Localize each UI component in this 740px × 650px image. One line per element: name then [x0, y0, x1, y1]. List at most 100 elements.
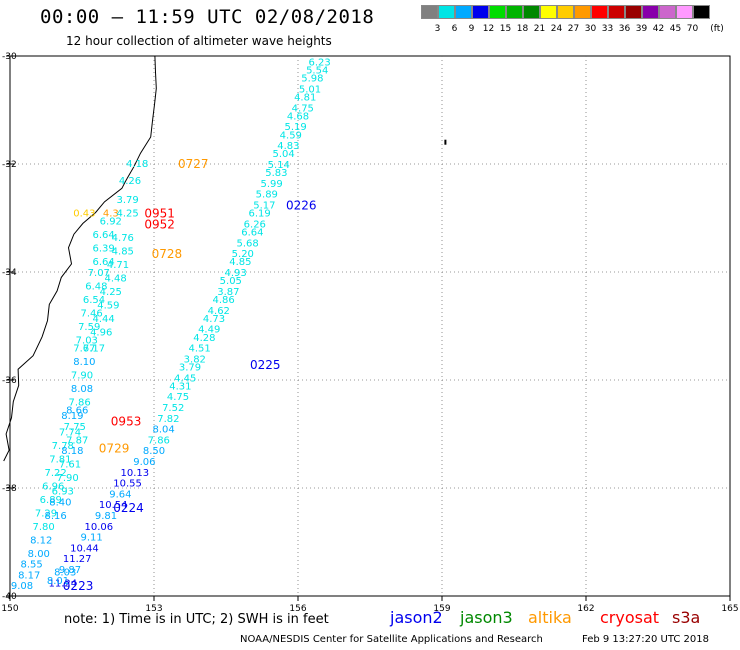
swh-label: 5.17 — [253, 201, 275, 212]
legend-swatch — [676, 5, 693, 19]
lat-tick-label: -32 — [2, 160, 17, 170]
swh-label: 7.52 — [162, 403, 184, 414]
swh-label: 7.90 — [56, 473, 78, 484]
legend-swatch — [506, 5, 523, 19]
swh-label: 4.25 — [100, 287, 122, 298]
swh-label: 10.54 — [99, 500, 128, 511]
legend-label: 27 — [567, 24, 580, 34]
swh-label: 4.59 — [280, 130, 302, 141]
swh-label: 7.22 — [44, 468, 66, 479]
swh-label: 7.59 — [78, 322, 100, 333]
swh-label: 5.89 — [256, 190, 278, 201]
swh-label: 8.08 — [71, 384, 93, 395]
pass-time-label: 0224 — [113, 501, 144, 515]
swh-label: 6.39 — [92, 244, 114, 255]
swh-label: 3.82 — [184, 354, 206, 365]
legend-swatch — [472, 5, 489, 19]
lon-tick-label: 165 — [721, 604, 738, 614]
swh-label: 5.98 — [301, 74, 323, 85]
swh-label: 0.43 — [73, 209, 95, 220]
legend-label: 6 — [451, 24, 458, 34]
swh-label: 4.25 — [116, 209, 138, 220]
swh-label: 11.27 — [63, 554, 92, 565]
swh-label: 8.50 — [143, 446, 165, 457]
swh-label: 8.12 — [30, 535, 52, 546]
swh-label: 4.76 — [112, 233, 134, 244]
swh-label: 7.74 — [59, 427, 81, 438]
legend-swatch — [574, 5, 591, 19]
timestamp-text: Feb 9 13:27:20 UTC 2018 — [582, 634, 709, 645]
swh-label: 7.29 — [35, 508, 57, 519]
legend-swatch — [455, 5, 472, 19]
legend-label: 24 — [550, 24, 563, 34]
swh-label: 4.85 — [112, 246, 134, 257]
swh-label: 10.06 — [84, 522, 113, 533]
swh-label: 7.78 — [52, 441, 74, 452]
swh-label: 9.08 — [11, 581, 33, 592]
legend-label: 3 — [434, 24, 441, 34]
swh-label: 7.87 — [66, 435, 88, 446]
swh-label: 9.87 — [59, 565, 81, 576]
swh-label: 7.67 — [73, 344, 95, 355]
swh-label: 8.10 — [73, 357, 95, 368]
swh-label: 5.20 — [232, 249, 254, 260]
satellite-name-jason2: jason2 — [390, 608, 443, 627]
lon-tick-label: 159 — [433, 604, 450, 614]
swh-label: 5.05 — [220, 276, 242, 287]
legend-swatch — [659, 5, 676, 19]
legend-label: 9 — [468, 24, 475, 34]
swh-label: 4.71 — [107, 260, 129, 271]
swh-label: 10.13 — [120, 468, 149, 479]
swh-label: 6.26 — [244, 219, 266, 230]
swh-label: 4.68 — [287, 111, 309, 122]
swh-label: 6.64 — [92, 230, 114, 241]
swh-label: 8.04 — [152, 425, 174, 436]
legend-swatch — [523, 5, 540, 19]
swh-label: 4.45 — [174, 373, 196, 384]
swh-label: 7.81 — [49, 454, 71, 465]
swh-label: 6.48 — [85, 282, 107, 293]
pass-time-label: 0953 — [111, 415, 142, 429]
swh-label: 4.73 — [203, 314, 225, 325]
swh-label: 7.86 — [68, 398, 90, 409]
swh-label: 6.89 — [40, 495, 62, 506]
footer-note: note: 1) Time is in UTC; 2) SWH is in fe… — [64, 612, 329, 627]
legend-swatch — [489, 5, 506, 19]
lat-tick-label: -30 — [2, 52, 17, 62]
swh-label: 6.64 — [92, 257, 114, 268]
swh-label: 9.81 — [95, 511, 117, 522]
island-marker — [444, 139, 447, 145]
swh-label: 7.75 — [64, 422, 86, 433]
swh-label: 8.16 — [44, 511, 66, 522]
swh-label: 4.75 — [292, 103, 314, 114]
coastline — [3, 55, 157, 462]
swh-label: 4.49 — [198, 325, 220, 336]
swh-label: 4.85 — [229, 257, 251, 268]
legend-label: 39 — [635, 24, 648, 34]
map-frame — [9, 55, 731, 597]
lat-tick-label: -38 — [2, 484, 17, 494]
swh-label: 4.3 — [103, 209, 119, 220]
legend-label: 30 — [584, 24, 597, 34]
swh-label: 8.18 — [61, 446, 83, 457]
swh-label: 6.64 — [241, 228, 263, 239]
swh-label: 4.86 — [212, 295, 234, 306]
legend-label: 36 — [618, 24, 631, 34]
swh-label: 4.26 — [119, 176, 141, 187]
page-title: 00:00 – 11:59 UTC 02/08/2018 — [40, 6, 375, 28]
swh-label: 4.31 — [169, 381, 191, 392]
swh-label: 5.04 — [272, 149, 294, 160]
legend-swatch — [591, 5, 608, 19]
pass-time-label: 0727 — [178, 157, 209, 171]
swh-label: 7.82 — [157, 414, 179, 425]
swh-label: 8.01 — [47, 576, 69, 587]
swh-label: 9.64 — [109, 489, 131, 500]
swh-label: 4.51 — [188, 344, 210, 355]
legend-swatch — [557, 5, 574, 19]
legend-swatch — [693, 5, 710, 19]
satellite-name-s3a: s3a — [672, 608, 701, 627]
lat-tick-label: -36 — [2, 376, 17, 386]
swh-label: 4.28 — [193, 333, 215, 344]
legend-swatch — [608, 5, 625, 19]
